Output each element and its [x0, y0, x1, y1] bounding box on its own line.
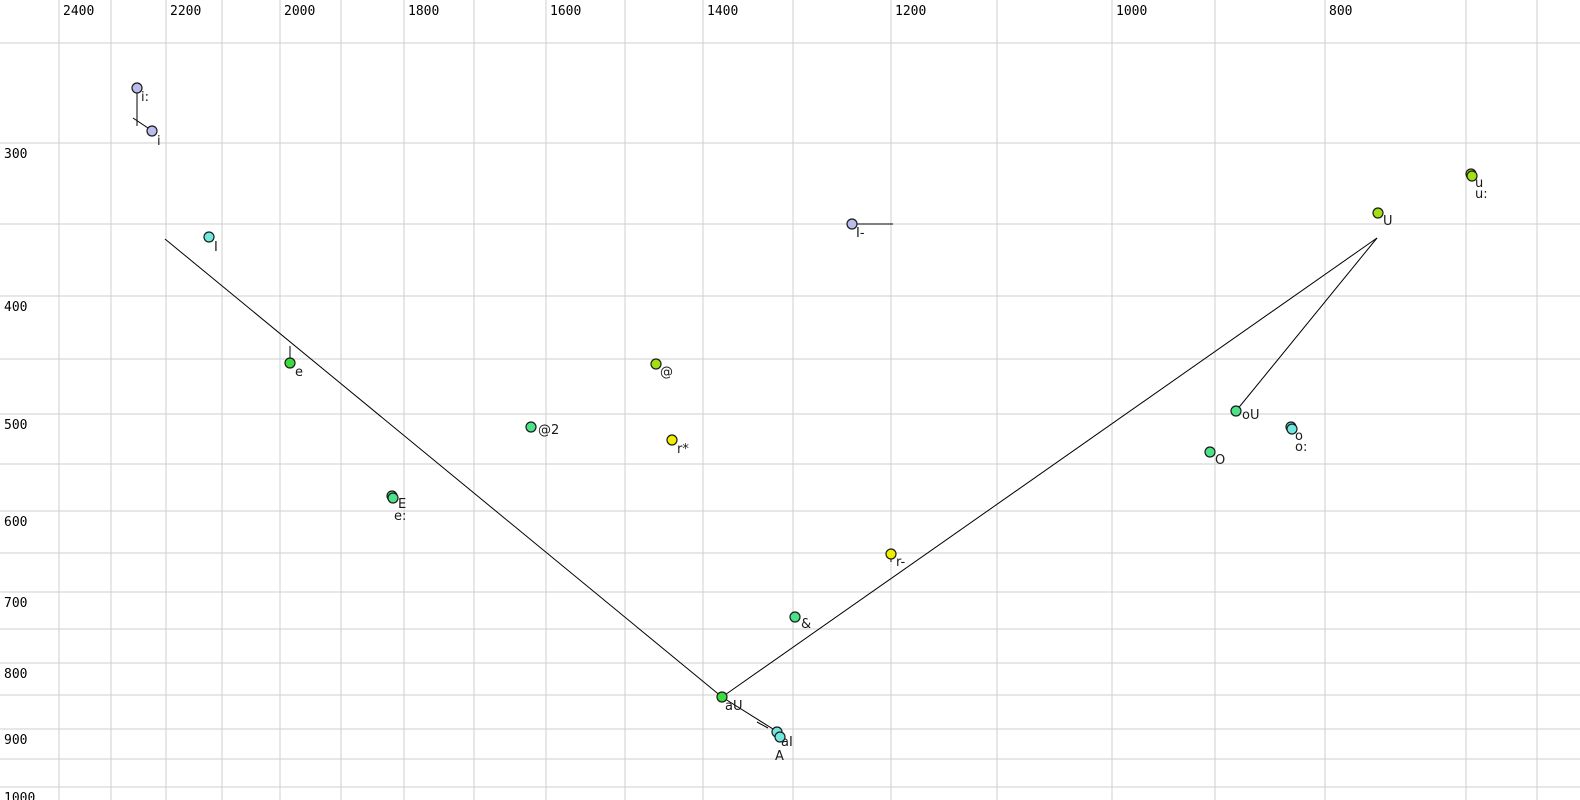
vowel-label: I [214, 240, 218, 255]
axis-tick-labels: 2400 2200 2000 1800 1600 1400 1200 1000 800 300 40… [4, 4, 1352, 800]
trajectory-line [756, 721, 769, 729]
vowel-label: i: [141, 90, 149, 105]
vowel-point[interactable] [284, 357, 296, 369]
x-tick-label: 800 [1329, 4, 1352, 19]
trajectory-line [164, 238, 723, 698]
vowel-point[interactable] [774, 731, 786, 743]
vowel-point[interactable] [203, 231, 215, 243]
x-tick-label: 1000 [1116, 4, 1147, 19]
y-tick-label: 1000 [4, 791, 35, 800]
vowel-label: i [157, 134, 161, 149]
vowel-point[interactable] [789, 611, 801, 623]
vowel-point[interactable] [1372, 207, 1384, 219]
vowel-label: @ [660, 365, 673, 380]
x-tick-label: 2200 [170, 4, 201, 19]
vowel-label: o: [1295, 440, 1307, 455]
vowel-label: & [801, 617, 811, 632]
vowel-point[interactable] [1204, 446, 1216, 458]
y-tick-label: 600 [4, 515, 27, 530]
vowel-point[interactable] [885, 548, 897, 560]
vowel-label: A [775, 749, 784, 764]
vowel-label: @2 [538, 423, 559, 438]
vowel-point[interactable] [146, 125, 158, 137]
x-tick-label: 1200 [895, 4, 926, 19]
vowel-label: e [295, 365, 303, 380]
vowel-point[interactable] [846, 218, 858, 230]
vowel-label: u [1475, 176, 1483, 191]
vowel-point[interactable] [525, 421, 537, 433]
vowel-label: E [398, 497, 406, 512]
y-tick-label: 400 [4, 300, 27, 315]
x-tick-label: 2000 [284, 4, 315, 19]
vowel-label: u: [1475, 187, 1488, 202]
x-tick-label: 1400 [707, 4, 738, 19]
x-tick-label: 1800 [408, 4, 439, 19]
vowel-point[interactable] [716, 691, 728, 703]
vowel-point[interactable] [387, 492, 399, 504]
vowel-point[interactable] [666, 434, 678, 446]
vowel-point[interactable] [1466, 170, 1478, 182]
y-tick-label: 500 [4, 418, 27, 433]
vowel-label: U [1383, 214, 1393, 229]
vowel-point[interactable] [1286, 423, 1298, 435]
vowel-label: aI [781, 735, 793, 750]
vowel-label: oU [1242, 408, 1259, 423]
y-tick-label: 900 [4, 733, 27, 748]
vowel-point[interactable] [650, 358, 662, 370]
vowel-label: e: [394, 509, 406, 524]
trajectory-line [721, 696, 774, 730]
vowel-label: I- [856, 226, 865, 241]
x-tick-label: 1600 [550, 4, 581, 19]
vowel-point[interactable] [131, 82, 143, 94]
vowel-label: r- [896, 555, 906, 570]
vowel-label: aU [725, 699, 742, 714]
y-tick-label: 700 [4, 596, 27, 611]
vowel-label: r* [677, 442, 689, 457]
trajectory-line [1235, 237, 1378, 412]
vowel-label: o [1295, 429, 1303, 444]
y-tick-label: 800 [4, 667, 27, 682]
vowel-label: O [1215, 453, 1225, 468]
x-tick-label: 2400 [63, 4, 94, 19]
y-tick-label: 300 [4, 147, 27, 162]
vowel-point[interactable] [1230, 405, 1242, 417]
trajectory-lines [132, 92, 1378, 730]
trajectory-line [721, 237, 1378, 698]
